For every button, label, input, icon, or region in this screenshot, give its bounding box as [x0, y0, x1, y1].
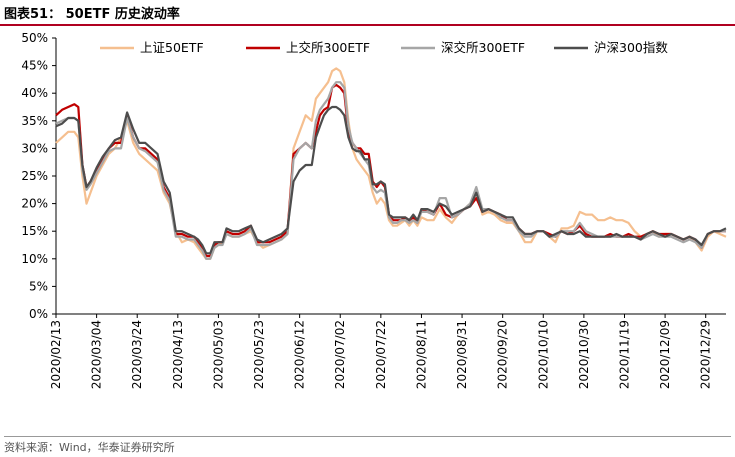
x-tick-label: 2020/10/30 [577, 320, 591, 389]
x-tick-label: 2020/07/22 [374, 320, 388, 389]
title-bar: 图表51： 50ETF 历史波动率 [0, 0, 735, 26]
x-tick-label: 2020/03/24 [130, 320, 144, 389]
y-tick-label: 15% [21, 224, 48, 238]
series-line-0 [55, 67, 727, 260]
y-tick-label: 10% [21, 252, 48, 266]
series-line-3 [55, 105, 727, 255]
x-tick-label: 2020/08/11 [414, 320, 428, 389]
x-tick-label: 2020/11/19 [617, 320, 631, 389]
legend: 上证50ETF 上交所300ETF 深交所300ETF 沪深300指数 [100, 40, 668, 55]
y-tick-label: 35% [21, 114, 48, 128]
x-tick-label: 2020/05/23 [252, 320, 266, 389]
x-tick-label: 2020/12/09 [658, 320, 672, 389]
y-tick-label: 0% [29, 307, 48, 321]
volatility-line-chart: 0% 5% 10% 15% 20% 25% 30% 35% 40% 45% 50% 2020/02/1… [21, 31, 727, 389]
source-note: 资料来源：Wind，华泰证券研究所 [4, 436, 731, 455]
legend-label-1: 上交所300ETF [286, 40, 370, 55]
x-tick-label: 2020/06/12 [293, 320, 307, 389]
x-tick-label: 2020/03/04 [90, 320, 104, 389]
figure-title: 图表51： 50ETF 历史波动率 [4, 7, 180, 22]
y-tick-label: 20% [21, 197, 48, 211]
x-tick-label: 2020/05/03 [211, 320, 225, 389]
legend-label-3: 沪深300指数 [594, 40, 668, 55]
y-tick-label: 30% [21, 141, 48, 155]
x-tick-label: 2020/10/10 [536, 320, 550, 389]
x-tick-label: 2020/12/29 [699, 320, 713, 389]
y-tick-label: 45% [21, 59, 48, 73]
axes: 0% 5% 10% 15% 20% 25% 30% 35% 40% 45% 50% 2020/02/1… [21, 31, 726, 389]
y-tick-label: 25% [21, 169, 48, 183]
y-tick-label: 50% [21, 31, 48, 45]
x-tick-label: 2020/04/13 [171, 320, 185, 389]
x-tick-label: 2020/08/31 [455, 320, 469, 389]
series-layer [55, 67, 727, 260]
x-tick-label: 2020/07/02 [333, 320, 347, 389]
x-tick-label: 2020/02/13 [49, 320, 63, 389]
legend-label-0: 上证50ETF [140, 40, 204, 55]
legend-label-2: 深交所300ETF [441, 40, 525, 55]
x-tick-label: 2020/09/20 [496, 320, 510, 389]
y-tick-label: 40% [21, 86, 48, 100]
y-tick-label: 5% [29, 279, 48, 293]
